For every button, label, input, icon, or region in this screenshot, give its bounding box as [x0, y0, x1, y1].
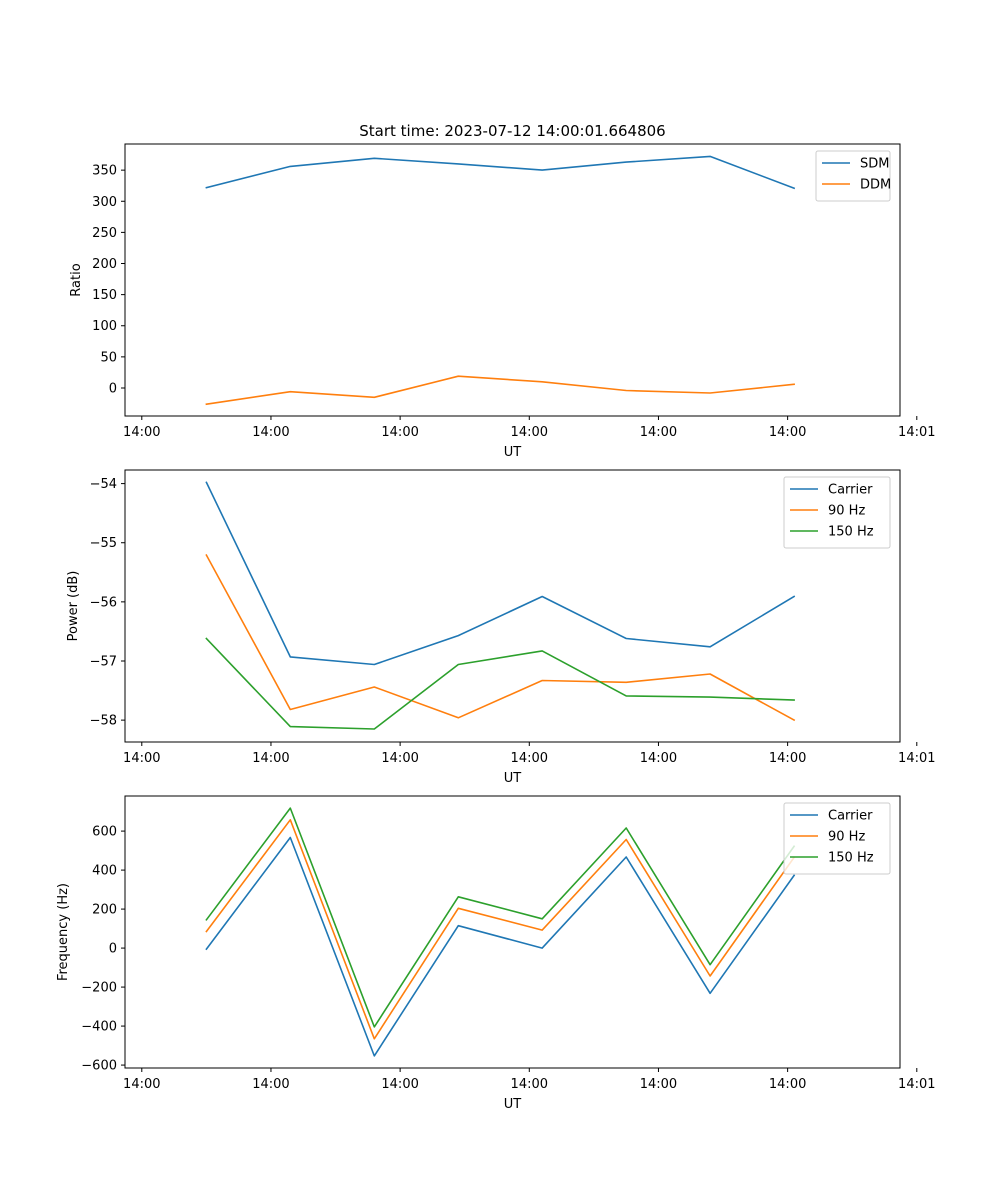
- x-tick-label: 14:00: [640, 425, 677, 440]
- x-tick-label: 14:00: [123, 751, 160, 766]
- y-tick-label: 100: [92, 319, 117, 334]
- series-line-90-hz: [205, 554, 796, 722]
- legend-label: SDM: [860, 157, 889, 172]
- y-tick-label: −600: [81, 1059, 117, 1074]
- y-tick-label: −54: [90, 477, 117, 492]
- x-tick-label: 14:00: [640, 1077, 677, 1092]
- series-line-sdm: [205, 155, 796, 190]
- series-line-150-hz: [205, 807, 796, 1028]
- y-axis-label: Ratio: [69, 263, 84, 296]
- y-tick-label: −55: [90, 536, 117, 551]
- axes-frame: [124, 143, 901, 417]
- x-tick-label: 14:00: [252, 425, 289, 440]
- legend: Carrier 90 Hz 150 Hz: [783, 802, 891, 875]
- legend: SDM DDM: [815, 150, 891, 202]
- y-tick-label: 200: [92, 257, 117, 272]
- y-tick-label: −400: [81, 1020, 117, 1035]
- chart-panel-1: 14:00 14:00 14:00 14:00 14:00 14:00 14:01 0 50 10…: [69, 143, 936, 460]
- x-tick-label: 14:00: [252, 751, 289, 766]
- x-axis-label: UT: [504, 771, 522, 786]
- legend-label: 90 Hz: [828, 504, 865, 519]
- legend-label: Carrier: [828, 483, 873, 498]
- x-tick-label: 14:00: [769, 751, 806, 766]
- chart-panel-3: 14:00 14:00 14:00 14:00 14:00 14:00 14:01 −600 −…: [56, 795, 936, 1112]
- y-tick-label: 150: [92, 288, 117, 303]
- y-tick-label: 250: [92, 226, 117, 241]
- x-tick-label: 14:00: [123, 425, 160, 440]
- y-axis-label: Power (dB): [66, 571, 81, 642]
- x-tick-label: 14:00: [381, 425, 418, 440]
- figure-title: Start time: 2023-07-12 14:00:01.664806: [359, 122, 665, 140]
- legend-label: DDM: [860, 178, 891, 193]
- legend-label: Carrier: [828, 809, 873, 824]
- y-tick-label: 0: [109, 942, 117, 957]
- x-tick-label: 14:00: [640, 751, 677, 766]
- y-tick-label: 50: [100, 350, 117, 365]
- legend: Carrier 90 Hz 150 Hz: [783, 476, 891, 549]
- x-tick-label: 14:00: [252, 1077, 289, 1092]
- series-line-ddm: [205, 375, 795, 406]
- y-tick-label: −57: [90, 654, 117, 669]
- x-tick-label: 14:00: [511, 1077, 548, 1092]
- y-tick-label: 350: [92, 164, 117, 179]
- axes-frame: [124, 795, 901, 1069]
- x-tick-label: 14:00: [381, 751, 418, 766]
- y-axis-label: Frequency (Hz): [56, 883, 71, 981]
- y-tick-label: 300: [92, 195, 117, 210]
- x-axis-label: UT: [504, 445, 522, 460]
- x-tick-label: 14:00: [123, 1077, 160, 1092]
- y-tick-label: 200: [92, 903, 117, 918]
- series-line-150-hz: [205, 637, 795, 730]
- y-tick-label: 0: [109, 381, 117, 396]
- series-line-90-hz: [205, 818, 796, 1040]
- x-tick-label: 14:00: [511, 425, 548, 440]
- x-tick-label: 14:01: [898, 1077, 935, 1092]
- x-tick-label: 14:00: [769, 425, 806, 440]
- series-line-carrier: [205, 481, 796, 666]
- x-axis-label: UT: [504, 1097, 522, 1112]
- legend-label: 150 Hz: [828, 525, 874, 540]
- y-tick-label: 400: [92, 864, 117, 879]
- chart-panel-2: 14:00 14:00 14:00 14:00 14:00 14:00 14:01 −58 −5…: [66, 469, 936, 786]
- x-tick-label: 14:01: [898, 425, 935, 440]
- x-tick-label: 14:00: [511, 751, 548, 766]
- legend-label: 90 Hz: [828, 830, 865, 845]
- x-tick-label: 14:01: [898, 751, 935, 766]
- axes-frame: [124, 469, 901, 743]
- y-tick-label: 600: [92, 825, 117, 840]
- y-tick-label: −200: [81, 981, 117, 996]
- x-tick-label: 14:00: [769, 1077, 806, 1092]
- legend-label: 150 Hz: [828, 851, 874, 866]
- x-tick-label: 14:00: [381, 1077, 418, 1092]
- series-line-carrier: [205, 836, 796, 1057]
- y-tick-label: −56: [90, 595, 117, 610]
- y-tick-label: −58: [90, 714, 117, 729]
